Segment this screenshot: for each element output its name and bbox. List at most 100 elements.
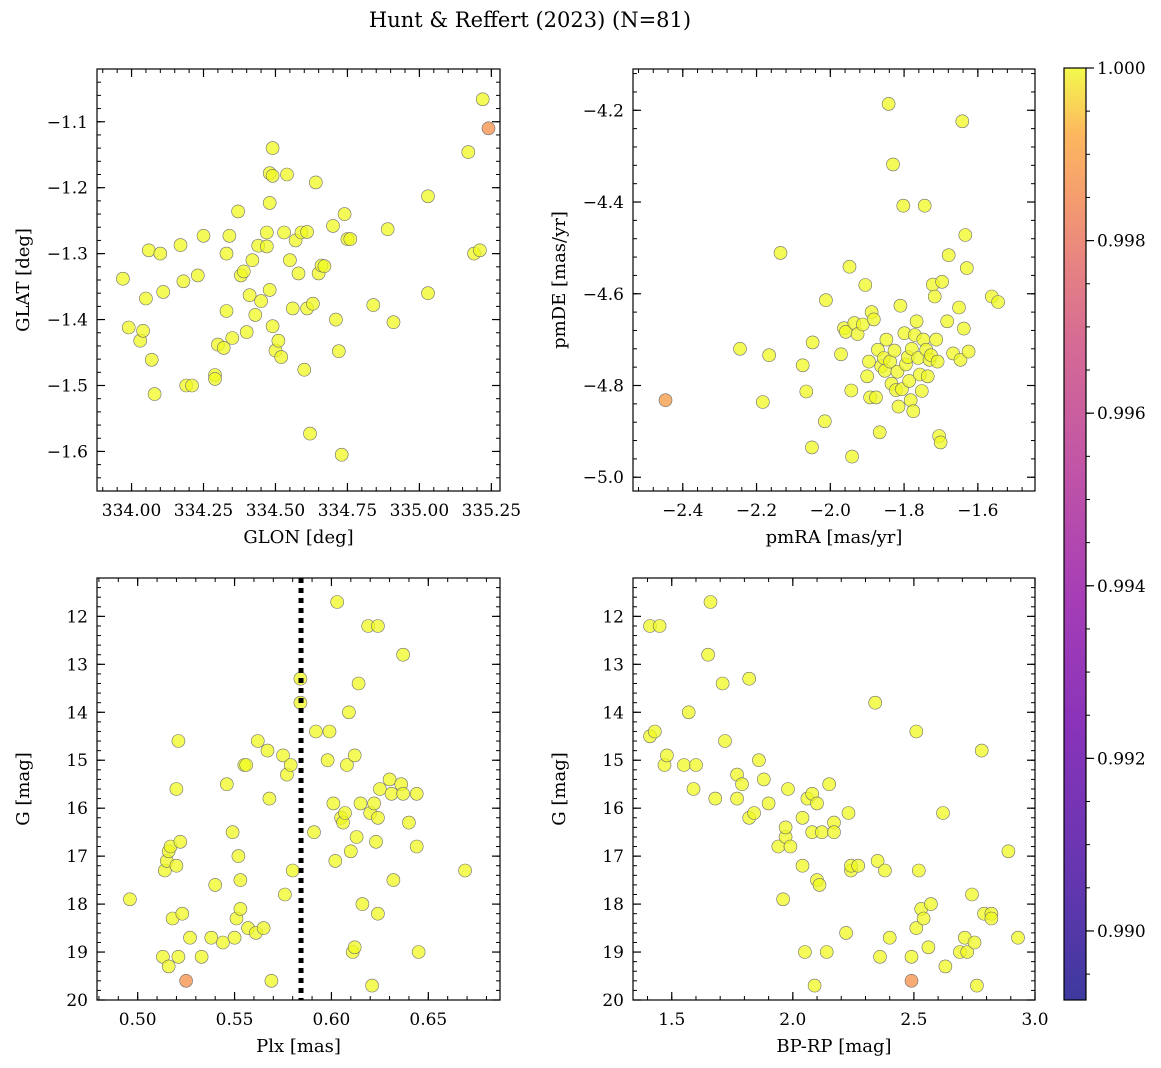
y-tick-label: −1.1	[47, 113, 88, 133]
data-point	[953, 352, 968, 367]
data-point	[169, 782, 184, 796]
figure-title: Hunt & Reffert (2023) (N=81)	[369, 8, 691, 32]
data-point	[906, 404, 921, 419]
data-point	[265, 319, 280, 334]
data-point	[280, 167, 294, 182]
x-tick-label: −1.8	[883, 501, 924, 521]
y-tick-label: 12	[66, 607, 88, 627]
data-point	[409, 839, 424, 854]
data-point	[365, 978, 379, 993]
x-axis-label: BP-RP [mag]	[776, 1036, 891, 1057]
data-point	[329, 312, 343, 327]
x-tick-label: 334.25	[174, 501, 233, 521]
data-point	[870, 854, 885, 868]
x-axis-label: GLON [deg]	[243, 527, 353, 548]
scatter-points	[123, 595, 472, 993]
data-point	[795, 358, 810, 373]
data-point	[660, 748, 674, 763]
data-point	[781, 782, 795, 796]
data-point	[334, 447, 349, 462]
data-point	[991, 295, 1005, 309]
data-point	[929, 332, 944, 347]
x-axis-label: pmRA [mas/yr]	[766, 527, 903, 548]
data-point	[952, 300, 966, 315]
data-point	[248, 308, 263, 322]
y-tick-label: −4.4	[583, 193, 624, 213]
data-point	[231, 204, 245, 219]
data-point	[909, 724, 924, 739]
y-tick-label: 18	[66, 895, 88, 915]
data-point	[297, 362, 312, 377]
data-point	[369, 834, 383, 849]
data-point	[250, 734, 265, 748]
y-axis-label: GLAT [deg]	[13, 228, 34, 332]
data-point	[396, 647, 410, 662]
x-tick-label: −2.2	[736, 501, 777, 521]
data-point	[805, 335, 820, 350]
data-point	[396, 786, 410, 801]
data-point	[921, 940, 936, 955]
data-point	[254, 294, 268, 308]
y-tick-label: 19	[66, 943, 88, 963]
data-point	[239, 325, 254, 339]
data-point	[222, 229, 237, 243]
y-tick-label: 13	[66, 655, 88, 675]
colorbar-tick-label: 0.990	[1097, 922, 1146, 942]
y-tick-label: 15	[66, 751, 88, 771]
y-tick-label: −1.3	[47, 245, 88, 265]
data-point	[278, 887, 292, 902]
data-point	[909, 921, 924, 935]
data-point	[958, 228, 973, 242]
data-point	[121, 320, 136, 335]
data-point	[819, 293, 833, 308]
data-point	[473, 243, 487, 258]
data-point	[347, 940, 362, 955]
data-point	[834, 347, 848, 362]
y-tick-label: 14	[66, 703, 88, 723]
x-tick-label: −2.4	[662, 501, 703, 521]
data-point	[860, 369, 875, 384]
x-tick-label: 1.5	[658, 1010, 685, 1030]
data-point	[330, 595, 345, 609]
data-point	[142, 243, 156, 258]
data-point	[173, 238, 188, 252]
data-point	[761, 796, 776, 811]
data-point	[965, 887, 979, 902]
data-point	[161, 959, 176, 974]
y-tick-label: 16	[602, 799, 624, 819]
data-point	[689, 758, 703, 772]
data-point	[935, 274, 949, 289]
data-point	[196, 229, 211, 243]
data-point	[686, 782, 701, 796]
y-tick-label: 19	[602, 943, 624, 963]
data-point	[936, 806, 950, 820]
data-point	[795, 858, 810, 873]
data-point	[873, 949, 887, 964]
data-point	[933, 435, 948, 450]
data-point	[245, 253, 260, 268]
data-point	[147, 387, 162, 401]
data-point	[886, 157, 900, 172]
data-point	[841, 806, 856, 820]
y-tick-label: 17	[602, 847, 624, 867]
data-point	[402, 815, 416, 830]
data-point	[715, 676, 730, 691]
data-point	[902, 374, 917, 388]
data-point	[776, 892, 790, 907]
data-point	[805, 440, 819, 455]
panel-parallax-magnitude: 0.50 0.55 0.60 0.65 12 13 14 15 16 17 18 19 20 Plx [m…	[13, 577, 501, 1057]
axes-frame	[632, 68, 1036, 492]
colorbar-frame	[1063, 67, 1087, 1001]
data-point	[798, 945, 812, 959]
data-point	[868, 695, 883, 710]
data-point	[277, 225, 291, 240]
data-point	[960, 945, 975, 959]
data-point	[1011, 930, 1025, 945]
data-point	[891, 399, 906, 414]
data-point	[216, 341, 231, 355]
data-point	[259, 239, 274, 254]
colorbar-tick-label: 0.992	[1097, 749, 1146, 769]
data-point	[285, 301, 300, 316]
data-point	[701, 647, 715, 662]
y-tick-label: 18	[602, 895, 624, 915]
